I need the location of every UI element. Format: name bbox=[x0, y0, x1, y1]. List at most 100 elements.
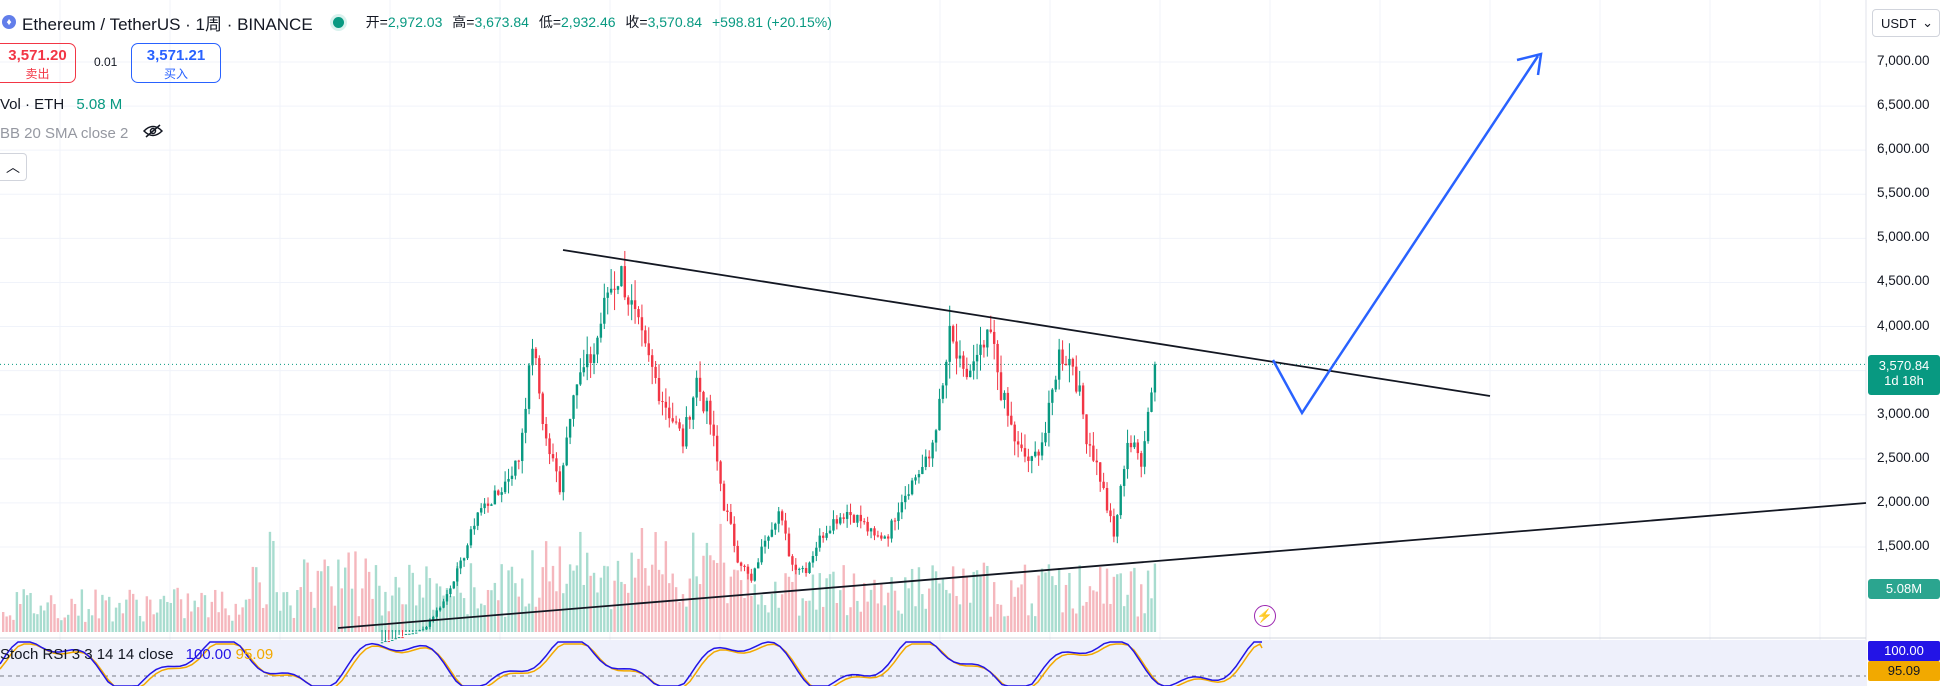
volume-bar bbox=[196, 607, 200, 632]
candle-body bbox=[760, 546, 763, 563]
volume-bar bbox=[462, 598, 466, 632]
bb-name: BB 20 SMA close 2 bbox=[0, 125, 129, 142]
volume-bar bbox=[29, 592, 32, 632]
candle-body bbox=[774, 523, 777, 530]
candle-body bbox=[500, 492, 503, 495]
candle-body bbox=[1150, 392, 1153, 412]
candle-body bbox=[1085, 414, 1088, 445]
volume-bar bbox=[344, 567, 347, 632]
volume-bar bbox=[1088, 586, 1092, 632]
chevron-up-icon: ︿ bbox=[6, 159, 20, 175]
volume-bar bbox=[798, 615, 801, 632]
sell-label: 卖出 bbox=[25, 67, 50, 81]
volume-bar bbox=[650, 564, 654, 632]
volume-bar bbox=[627, 592, 630, 632]
volume-legend[interactable]: Vol · ETH 5.08 M bbox=[0, 96, 122, 113]
candle-body bbox=[490, 504, 493, 506]
hidden-eye-icon[interactable] bbox=[142, 124, 163, 142]
volume-bar bbox=[972, 571, 975, 632]
high-value: 3,673.84 bbox=[474, 14, 529, 30]
candle-body bbox=[750, 573, 753, 581]
volume-bar bbox=[1006, 615, 1010, 632]
candle-body bbox=[757, 562, 760, 569]
candle-body bbox=[811, 555, 815, 563]
volume-bar bbox=[442, 595, 445, 632]
volume-bar bbox=[43, 610, 46, 632]
candle-body bbox=[712, 424, 715, 436]
candle-body bbox=[479, 508, 483, 513]
bar-countdown: 1d 18h bbox=[1884, 373, 1924, 388]
volume-bar bbox=[999, 604, 1003, 632]
lightning-icon[interactable]: ⚡ bbox=[1254, 605, 1276, 627]
volume-bar bbox=[282, 592, 285, 632]
volume-bar bbox=[268, 531, 272, 632]
sell-button[interactable]: 3,571.20 卖出 bbox=[0, 43, 76, 83]
symbol-title[interactable]: Ethereum / TetherUS · 1周 · BINANCE bbox=[22, 14, 313, 34]
market-open-indicator bbox=[332, 16, 344, 28]
candle-body bbox=[572, 395, 575, 419]
volume-bar bbox=[900, 613, 904, 632]
volume-bar bbox=[1109, 603, 1112, 632]
volume-bar bbox=[989, 616, 992, 632]
volume-bar bbox=[114, 607, 118, 632]
candle-body bbox=[627, 297, 630, 305]
rsi-k-tag: 100.00 bbox=[1868, 641, 1940, 661]
candle-body bbox=[1010, 415, 1013, 425]
volume-bar bbox=[620, 581, 623, 632]
buy-button[interactable]: 3,571.21 买入 bbox=[131, 43, 221, 83]
volume-bar bbox=[1010, 580, 1013, 632]
stoch-rsi-legend[interactable]: Stoch RSI 3 3 14 14 close 100.00 95.09 bbox=[0, 646, 273, 663]
candle-body bbox=[432, 616, 435, 621]
volume-bar bbox=[832, 571, 835, 632]
volume-bar bbox=[159, 599, 162, 632]
collapse-legend-button[interactable]: ︿ bbox=[0, 153, 27, 181]
candle-body bbox=[592, 354, 596, 363]
volume-bar bbox=[562, 593, 565, 632]
volume-bar bbox=[384, 591, 387, 632]
volume-bar bbox=[32, 613, 36, 632]
volume-bar bbox=[121, 613, 125, 632]
candle-body bbox=[695, 377, 698, 398]
volume-bar bbox=[692, 532, 695, 632]
candle-body bbox=[791, 556, 794, 565]
candle-body bbox=[934, 430, 938, 443]
volume-bar bbox=[1153, 563, 1157, 632]
volume-bar bbox=[186, 593, 190, 632]
volume-bar bbox=[1040, 568, 1044, 632]
candle-body bbox=[866, 521, 869, 532]
volume-bar bbox=[22, 589, 25, 632]
candle-body bbox=[928, 456, 931, 459]
volume-bar bbox=[818, 573, 821, 632]
candle-body bbox=[907, 494, 910, 496]
volume-bar bbox=[654, 532, 657, 632]
volume-bar bbox=[928, 588, 931, 632]
candle-body bbox=[1109, 510, 1112, 517]
volume-bar bbox=[227, 615, 231, 632]
volume-bar bbox=[364, 558, 367, 632]
volume-bar bbox=[586, 552, 589, 632]
currency-selector[interactable]: USDT ⌄ bbox=[1872, 9, 1940, 37]
volume-bar bbox=[606, 566, 609, 632]
volume-bar bbox=[490, 590, 493, 632]
bb-legend[interactable]: BB 20 SMA close 2 bbox=[0, 124, 163, 142]
candle-body bbox=[924, 456, 927, 467]
volume-bar bbox=[49, 595, 53, 632]
volume-bar bbox=[705, 542, 709, 632]
candle-body bbox=[565, 437, 568, 466]
candle-body bbox=[722, 483, 726, 511]
candle-body bbox=[989, 329, 992, 332]
candle-body bbox=[917, 474, 921, 478]
volume-bar bbox=[466, 614, 469, 632]
candle-body bbox=[630, 300, 633, 305]
volume-bar bbox=[767, 612, 770, 632]
volume-bar bbox=[719, 523, 722, 632]
volume-bar bbox=[1081, 605, 1085, 632]
volume-bar bbox=[200, 592, 203, 632]
volume-bar bbox=[869, 589, 873, 632]
volume-bar bbox=[142, 621, 145, 632]
volume-bar bbox=[1037, 575, 1040, 632]
volume-bar bbox=[609, 609, 613, 632]
volume-bar bbox=[1136, 616, 1140, 632]
candle-body bbox=[1136, 442, 1140, 454]
